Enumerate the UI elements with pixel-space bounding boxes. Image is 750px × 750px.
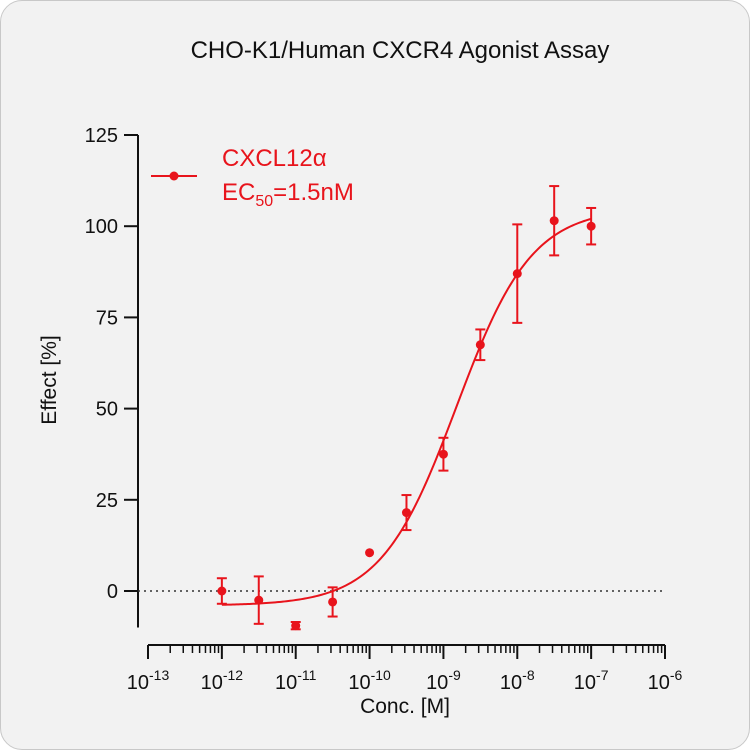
ec50-suffix: =1.5nM — [273, 179, 354, 206]
legend: CXCL12α EC50=1.5nM — [151, 145, 354, 210]
fit-curve — [221, 217, 592, 606]
y-tick-label: 50 — [96, 399, 118, 421]
x-tick-label: 10-13 — [127, 667, 170, 694]
y-tick-label: 0 — [107, 581, 118, 603]
plot-area — [138, 185, 665, 631]
legend-ec50-annotation: EC50=1.5nM — [222, 179, 354, 210]
data-point — [438, 449, 448, 459]
ec50-subscript: 50 — [255, 193, 273, 210]
data-point — [291, 621, 301, 631]
data-point — [512, 269, 522, 279]
data-point — [365, 548, 375, 558]
x-tick-label: 10-7 — [574, 667, 609, 694]
axes: 0 25 50 75 100 125 10-13 10-12 10-11 10-10 10-9 10-… — [85, 125, 683, 694]
x-tick-label: 10-12 — [201, 667, 244, 694]
ec50-prefix: EC — [222, 179, 255, 206]
data-point — [401, 508, 411, 518]
data-point — [475, 340, 485, 350]
y-tick-label: 100 — [85, 216, 118, 238]
x-tick-label: 10-9 — [426, 667, 461, 694]
chart-title: CHO-K1/Human CXCR4 Agonist Assay — [191, 37, 610, 64]
data-point — [217, 586, 227, 596]
legend-series-name: CXCL12α — [222, 145, 327, 172]
legend-marker — [169, 171, 179, 181]
x-tick-label: 10-6 — [648, 667, 683, 694]
y-tick-label: 125 — [85, 125, 118, 147]
y-tick-label: 75 — [96, 307, 118, 329]
data-point — [254, 595, 264, 605]
data-point — [586, 221, 596, 231]
x-tick-label: 10-11 — [275, 667, 317, 694]
y-tick-label: 25 — [96, 490, 118, 512]
data-point — [549, 216, 559, 226]
x-axis-label: Conc. [M] — [360, 695, 450, 718]
data-point — [328, 597, 338, 607]
x-tick-label: 10-10 — [348, 667, 391, 694]
y-axis-label: Effect [%] — [38, 335, 61, 425]
x-tick-label: 10-8 — [500, 667, 535, 694]
